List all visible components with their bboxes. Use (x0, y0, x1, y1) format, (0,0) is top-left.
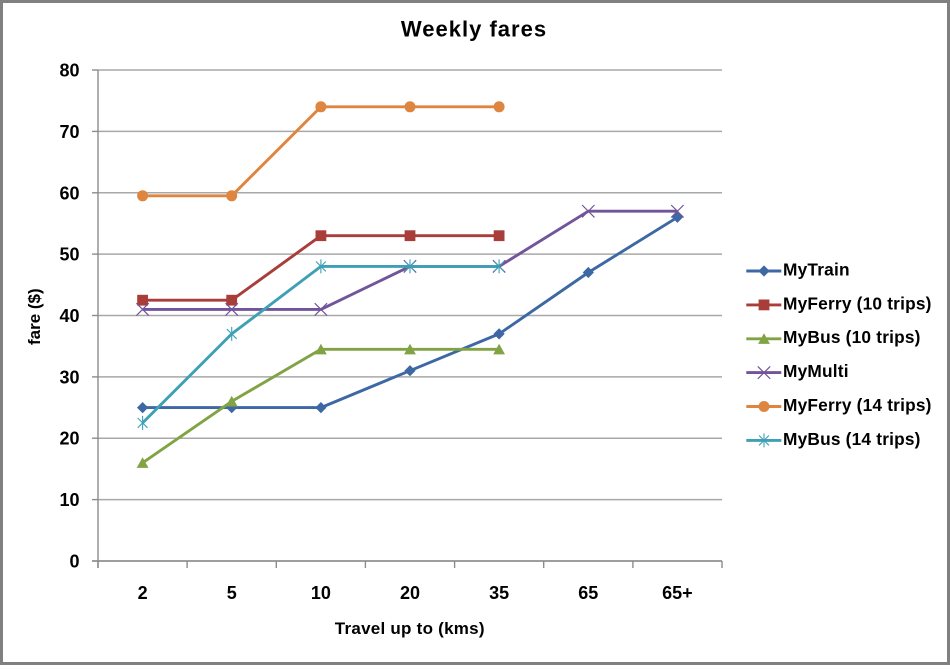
svg-text:10: 10 (311, 583, 331, 603)
svg-text:20: 20 (400, 583, 420, 603)
svg-text:Travel up to (kms): Travel up to (kms) (335, 619, 485, 638)
svg-text:10: 10 (59, 490, 79, 510)
svg-text:35: 35 (489, 583, 509, 603)
svg-text:2: 2 (138, 583, 148, 603)
svg-text:MyFerry (14 trips): MyFerry (14 trips) (783, 395, 932, 415)
svg-text:5: 5 (227, 583, 237, 603)
svg-text:40: 40 (59, 306, 79, 326)
svg-text:MyFerry (10 trips): MyFerry (10 trips) (783, 293, 932, 313)
svg-text:MyBus (10 trips): MyBus (10 trips) (783, 327, 921, 347)
svg-text:MyMulti: MyMulti (783, 361, 849, 381)
svg-text:MyTrain: MyTrain (783, 259, 850, 279)
svg-text:0: 0 (69, 552, 79, 572)
svg-text:20: 20 (59, 429, 79, 449)
svg-text:70: 70 (59, 122, 79, 142)
svg-text:Weekly fares: Weekly fares (401, 17, 547, 42)
svg-text:50: 50 (59, 245, 79, 265)
svg-text:60: 60 (59, 183, 79, 203)
svg-text:65+: 65+ (662, 583, 693, 603)
svg-text:30: 30 (59, 367, 79, 387)
svg-text:80: 80 (59, 61, 79, 81)
svg-text:fare ($): fare ($) (25, 288, 44, 345)
svg-text:65: 65 (578, 583, 598, 603)
svg-text:MyBus (14 trips): MyBus (14 trips) (783, 429, 921, 449)
